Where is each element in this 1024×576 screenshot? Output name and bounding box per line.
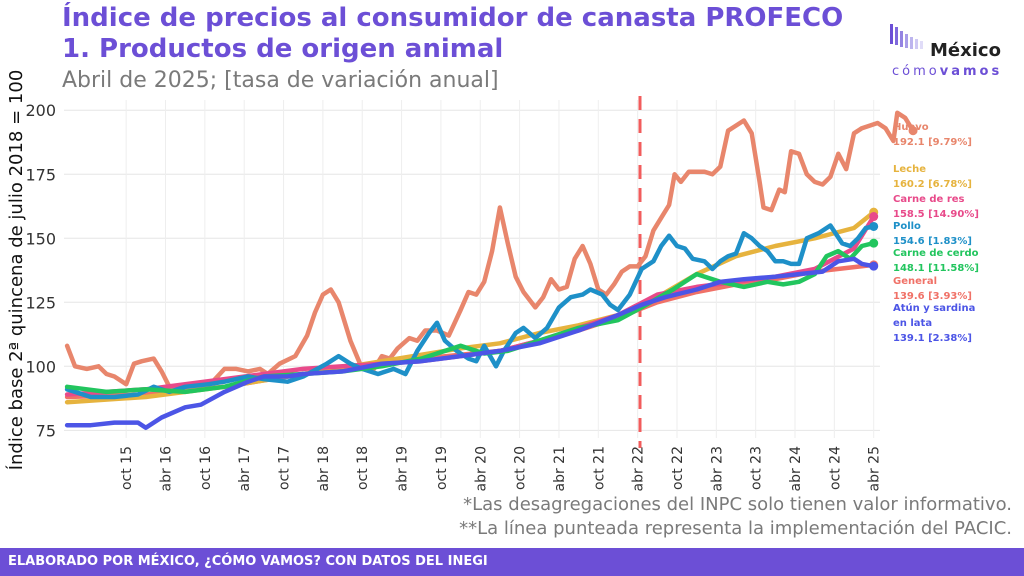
legend-series-value: 160.2 [6.78%] — [893, 179, 972, 190]
line-chart: 75 100 125 150 175 200 oct 15 abr 16 oct 16 abr 1… — [5, 70, 979, 492]
x-tick-label: abr 17 — [237, 446, 253, 492]
legend-series-value: 139.1 [2.38%] — [893, 333, 972, 344]
x-tick-label: oct 24 — [827, 446, 843, 490]
chart-title: Índice de precios al consumidor de canas… — [62, 3, 844, 33]
mexico-como-vamos-logo: México cómovamos — [888, 22, 1008, 84]
x-tick-label: oct 19 — [434, 446, 450, 490]
x-tick-label: oct 18 — [355, 446, 371, 490]
legend-series-name: Huevo — [893, 122, 929, 133]
legend-series-value: 158.5 [14.90%] — [893, 209, 979, 220]
x-tick-label: abr 16 — [159, 446, 175, 492]
chart-grid — [64, 100, 880, 438]
x-tick-label: abr 22 — [631, 446, 647, 492]
y-tick-label: 200 — [25, 101, 56, 120]
x-tick-label: oct 20 — [513, 446, 529, 490]
legend-series-value: 154.6 [1.83%] — [893, 236, 972, 247]
chart-ticks: 75 100 125 150 175 200 oct 15 abr 16 oct 16 abr 1… — [25, 101, 882, 491]
footer-credit: ELABORADO POR MÉXICO, ¿CÓMO VAMOS? CON D… — [0, 548, 1024, 576]
y-axis-label: Índice base 2ª quincena de julio 2018 = … — [5, 70, 27, 471]
series-line-carne-de-res — [64, 214, 876, 397]
chart-subtitle: Abril de 2025; [tasa de variación anual] — [62, 68, 499, 93]
y-tick-label: 75 — [36, 421, 56, 440]
series-line-huevo — [64, 110, 916, 392]
legend-series-name: Pollo — [893, 221, 921, 232]
x-tick-label: abr 21 — [552, 446, 568, 492]
legend-series-value: 148.1 [11.58%] — [893, 263, 979, 274]
x-tick-label: oct 21 — [591, 446, 607, 490]
x-tick-label: abr 25 — [867, 446, 883, 492]
x-tick-label: abr 20 — [473, 446, 489, 492]
x-tick-label: abr 24 — [788, 446, 804, 492]
x-tick-label: oct 23 — [749, 446, 765, 490]
logo-word: México — [930, 40, 1001, 61]
logo-tagline: cómovamos — [892, 64, 1002, 79]
legend-series-value: 139.6 [3.93%] — [893, 291, 972, 302]
series-end-point-atun-y-sardina-en-lata — [869, 261, 879, 271]
x-tick-label: abr 19 — [395, 446, 411, 492]
logo-bars-icon — [890, 24, 923, 49]
legend-series-name: en lata — [893, 318, 932, 329]
x-tick-label: oct 16 — [198, 446, 214, 490]
chart-title-line2: 1. Productos de origen animal — [62, 34, 504, 64]
legend-series-name: Atún y sardina — [893, 302, 975, 314]
logo-tag-light: cómo — [892, 64, 940, 79]
series-end-point-carne-de-res — [869, 212, 879, 222]
y-tick-label: 100 — [25, 357, 56, 376]
x-tick-label: abr 23 — [709, 446, 725, 492]
series-line-pollo — [64, 223, 876, 400]
note-disaggregation: *Las desagregaciones del INPC solo tiene… — [463, 494, 1012, 515]
legend-series-name: Carne de res — [893, 194, 965, 205]
x-tick-label: abr 18 — [316, 446, 332, 492]
note-pacic: **La línea punteada representa la implem… — [459, 518, 1012, 539]
legend-series-name: Carne de cerdo — [893, 248, 979, 259]
chart-series — [64, 110, 918, 431]
series-line-carne-de-cerdo — [64, 240, 876, 395]
legend-series-name: General — [893, 276, 937, 287]
legend-series-name: Leche — [893, 164, 926, 175]
series-end-point-huevo — [908, 126, 918, 136]
x-tick-label: oct 15 — [119, 446, 135, 490]
chart-legend: General 139.6 [3.93%] Huevo 192.1 [9.79%] Le… — [893, 122, 979, 344]
series-end-point-carne-de-cerdo — [869, 238, 879, 248]
x-tick-label: oct 17 — [277, 446, 293, 490]
legend-series-value: 192.1 [9.79%] — [893, 137, 972, 148]
x-tick-label: oct 22 — [670, 446, 686, 490]
series-line-atun-y-sardina-en-lata — [64, 256, 876, 431]
y-tick-label: 175 — [25, 165, 56, 184]
series-end-point-pollo — [869, 221, 879, 231]
y-tick-label: 150 — [25, 229, 56, 248]
logo-tag-bold: vamos — [939, 64, 1003, 79]
y-tick-label: 125 — [25, 293, 56, 312]
